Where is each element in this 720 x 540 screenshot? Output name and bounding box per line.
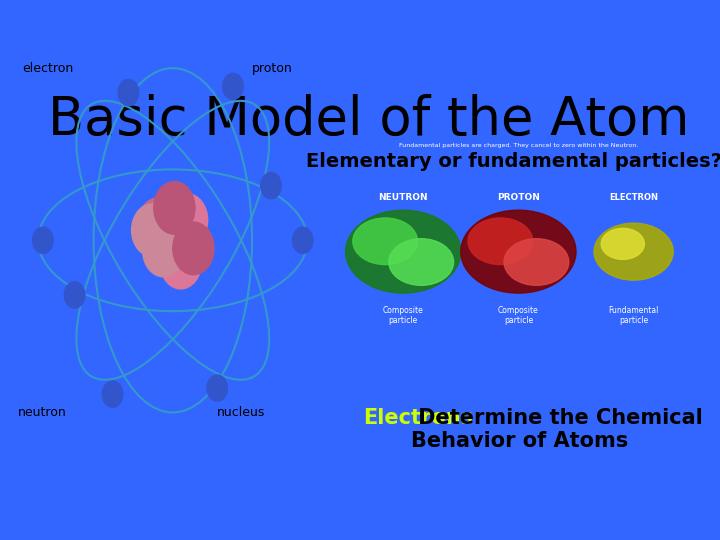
Circle shape	[207, 375, 228, 401]
Circle shape	[143, 224, 184, 276]
Circle shape	[594, 223, 673, 280]
Circle shape	[389, 239, 454, 285]
Circle shape	[64, 282, 85, 308]
Circle shape	[346, 210, 461, 293]
Text: nucleus: nucleus	[217, 406, 266, 419]
Circle shape	[261, 172, 282, 199]
Circle shape	[292, 227, 313, 253]
Circle shape	[173, 222, 214, 275]
Circle shape	[601, 228, 644, 259]
Circle shape	[118, 79, 139, 106]
Text: ELECTRON: ELECTRON	[609, 193, 658, 202]
Circle shape	[154, 181, 195, 234]
Circle shape	[222, 73, 243, 99]
Text: Fundamental
particle: Fundamental particle	[608, 306, 659, 326]
Circle shape	[504, 239, 569, 285]
Text: Determine the Chemical
Behavior of Atoms: Determine the Chemical Behavior of Atoms	[411, 408, 703, 451]
Circle shape	[461, 210, 576, 293]
Circle shape	[166, 194, 207, 246]
Text: electron: electron	[22, 62, 73, 75]
Text: Composite
particle: Composite particle	[498, 306, 539, 326]
Circle shape	[160, 237, 202, 289]
Text: Fundamental particles are charged. They cancel to zero within the Neutron.: Fundamental particles are charged. They …	[399, 143, 638, 148]
Circle shape	[152, 214, 194, 267]
Text: Electrons: Electrons	[364, 408, 474, 428]
Circle shape	[138, 198, 179, 251]
Circle shape	[132, 204, 173, 256]
Text: Composite
particle: Composite particle	[383, 306, 423, 326]
Circle shape	[468, 218, 533, 265]
Text: neutron: neutron	[17, 406, 66, 419]
Text: Elementary or fundamental particles?: Elementary or fundamental particles?	[306, 152, 720, 171]
Circle shape	[102, 381, 123, 407]
Text: Basic Model of the Atom: Basic Model of the Atom	[48, 94, 690, 146]
Circle shape	[353, 218, 418, 265]
Text: proton: proton	[252, 62, 293, 75]
Circle shape	[32, 227, 53, 253]
Text: PROTON: PROTON	[497, 193, 540, 202]
Text: NEUTRON: NEUTRON	[379, 193, 428, 202]
